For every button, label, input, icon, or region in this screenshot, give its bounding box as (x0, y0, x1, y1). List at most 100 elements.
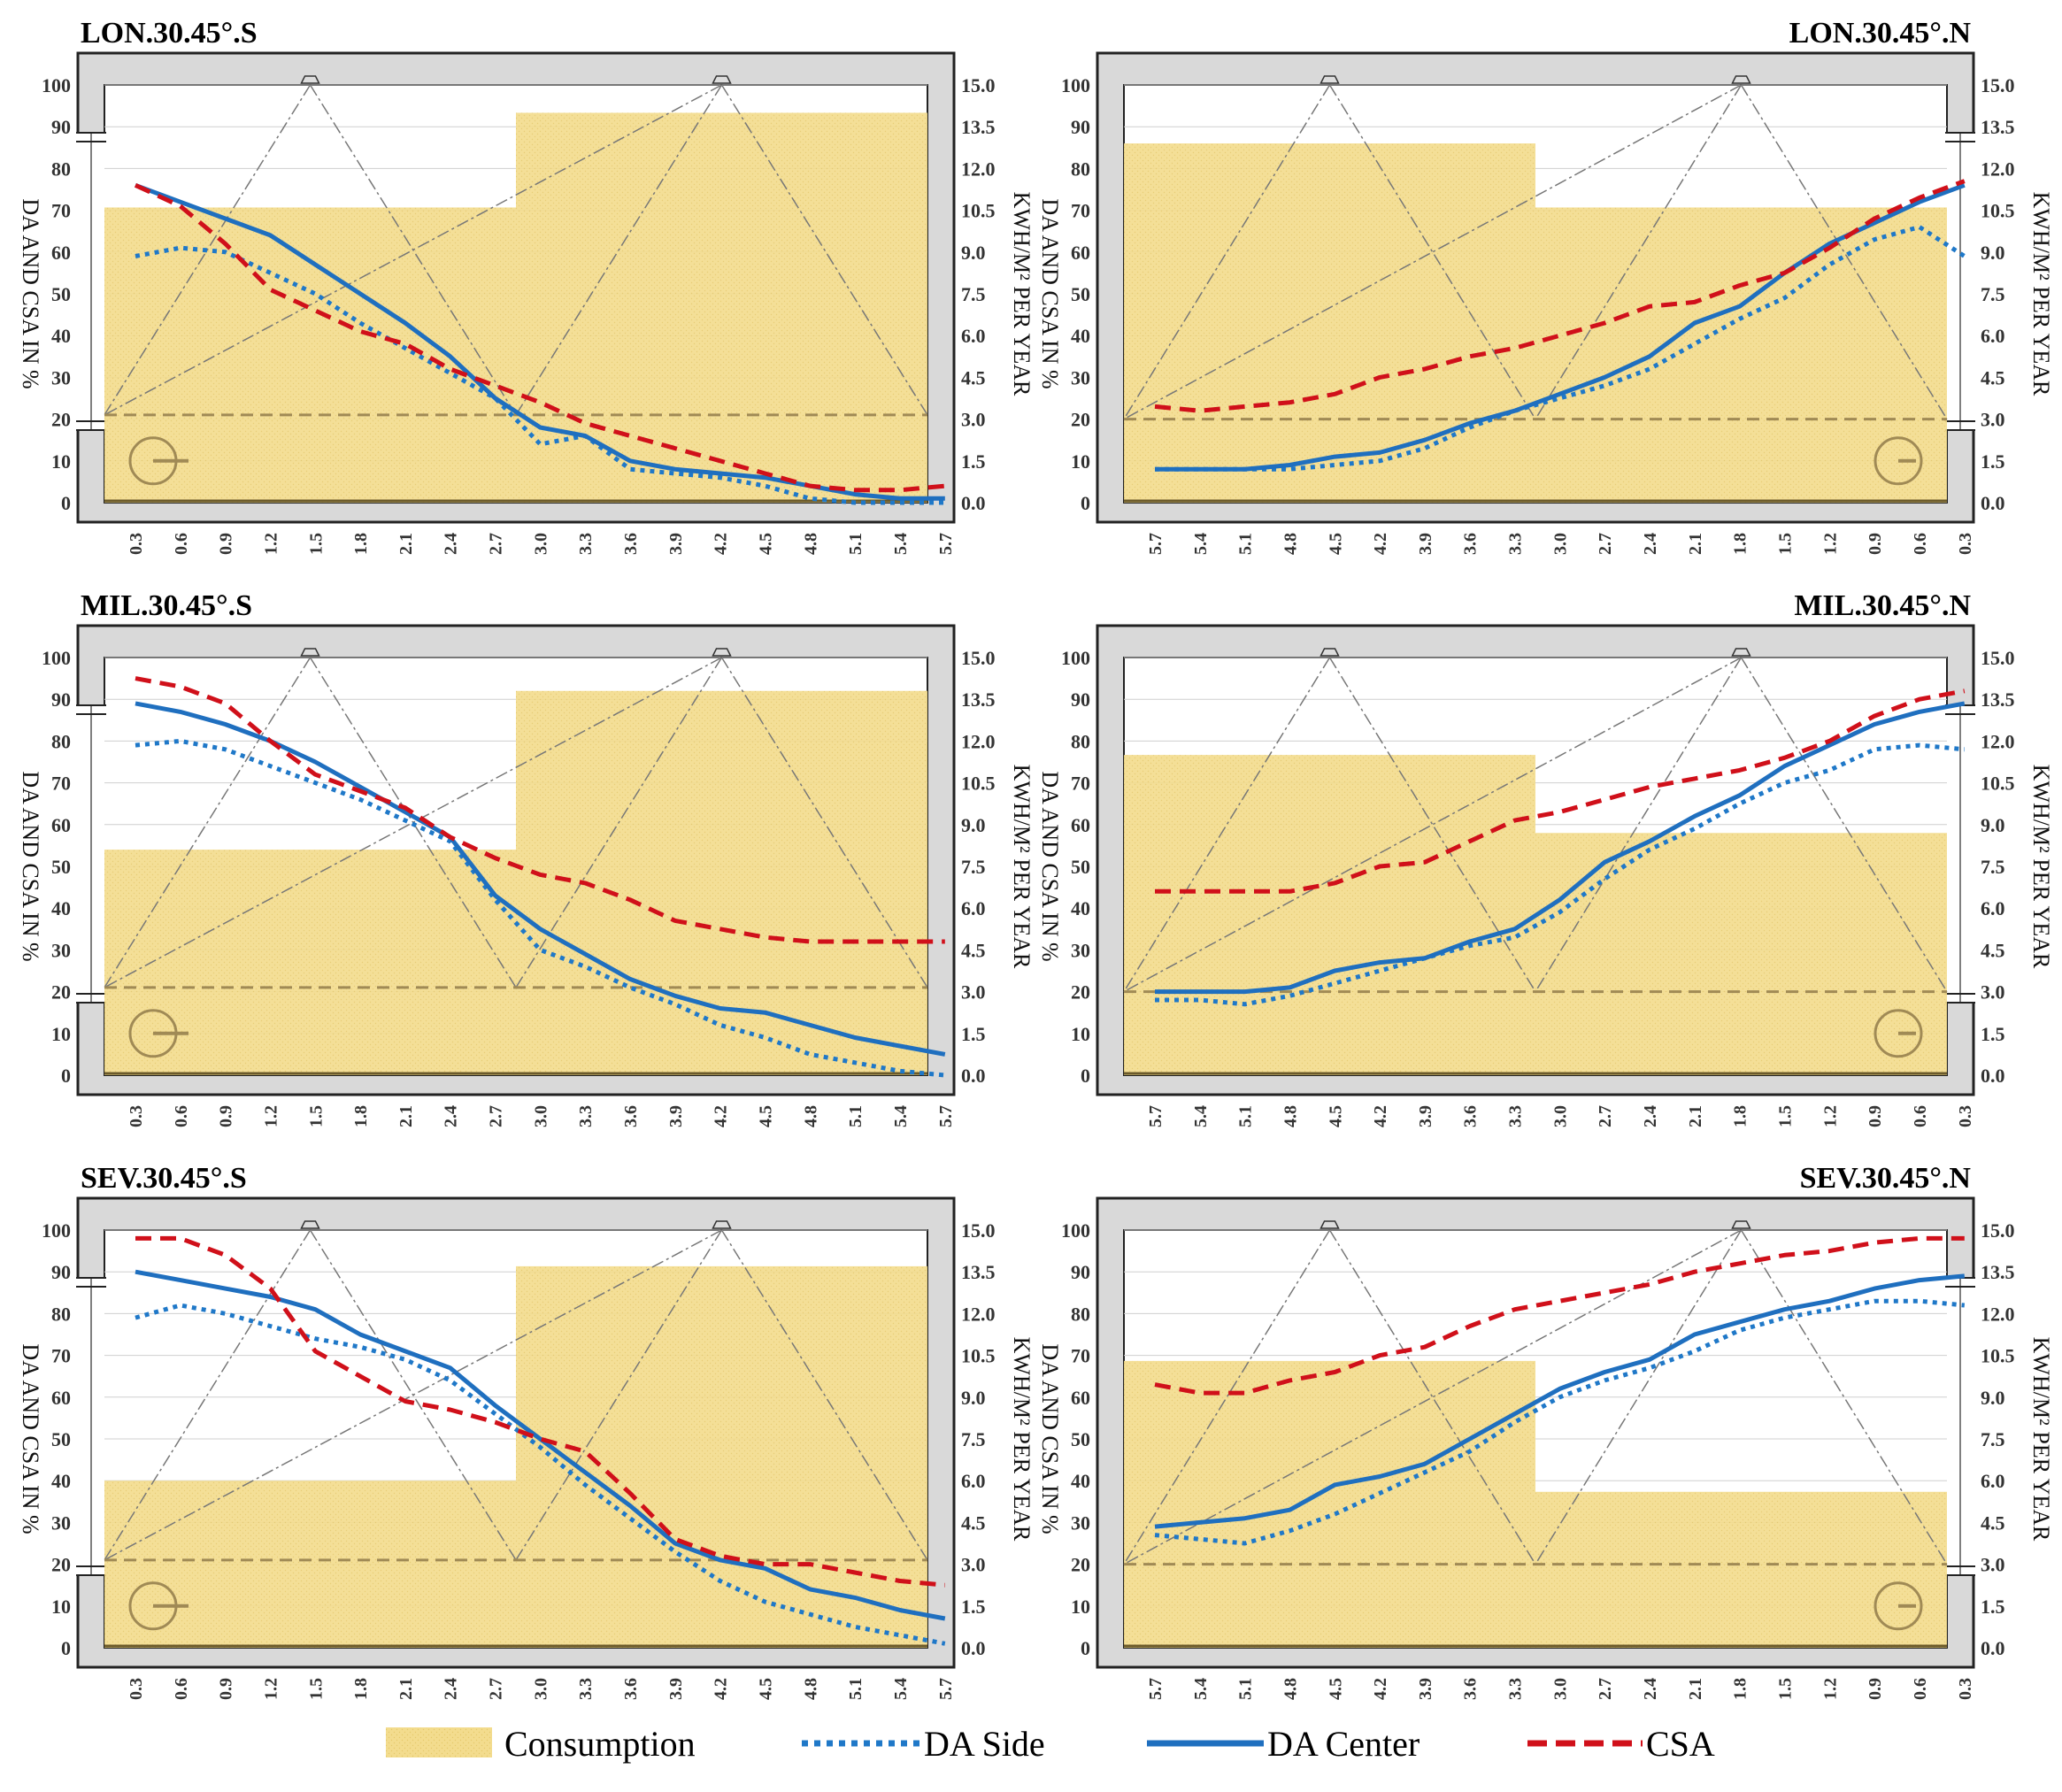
x-tick-label: 4.8 (1281, 1678, 1300, 1700)
light-cone-line (1740, 84, 1948, 419)
light-cone-line (104, 657, 312, 988)
consumption-bar-1 (1124, 755, 1535, 1075)
left-tick-label: 40 (51, 897, 71, 919)
x-tick-label: 3.3 (1506, 1678, 1526, 1700)
x-tick-label: 2.4 (442, 1678, 461, 1700)
left-axis-label: DA AND CSA IN % (1037, 198, 1063, 388)
right-tick-label: 1.5 (961, 1596, 986, 1618)
light-cone-line (104, 1229, 722, 1561)
consumption-bar-2 (1535, 1491, 1947, 1648)
panels-group: LON.30.45°.S01020304050607080901000.01.5… (18, 17, 2054, 1700)
ceiling-lamp-icon (712, 1220, 732, 1229)
right-tick-label: 7.5 (1981, 856, 2005, 878)
x-tick-label: 4.5 (1326, 533, 1345, 555)
series-csa (1154, 179, 1966, 413)
left-tick-label: 80 (51, 158, 71, 180)
left-tick-label: 50 (51, 856, 71, 878)
x-tick-label: 0.3 (127, 533, 146, 555)
x-tick-label: 3.0 (531, 1105, 550, 1127)
left-axis-label: DA AND CSA IN % (1037, 1343, 1063, 1534)
right-tick-label: 10.5 (1981, 200, 2015, 222)
left-tick-label: 40 (1071, 897, 1090, 919)
left-tick-label: 80 (51, 1303, 71, 1325)
left-tick-label: 90 (1071, 116, 1090, 138)
right-tick-label: 12.0 (961, 730, 996, 752)
orientation-icon (1873, 1581, 1923, 1631)
x-tick-label: 2.7 (1596, 533, 1615, 555)
x-tick-label: 3.9 (1416, 1678, 1435, 1700)
left-tick-label: 70 (1071, 773, 1090, 795)
x-tick-label: 4.2 (712, 533, 731, 555)
right-axis-label: KWH/M² PER YEAR (1009, 1337, 1035, 1542)
left-tick-label: 0 (61, 1637, 71, 1659)
x-tick-label: 1.5 (306, 533, 326, 555)
right-tick-label: 4.5 (961, 1511, 986, 1534)
right-axis-label: KWH/M² PER YEAR (2028, 1337, 2054, 1542)
ceiling-lamp-icon (1320, 75, 1340, 84)
panel-title: MIL.30.45°.N (1794, 589, 1971, 622)
x-tick-label: 5.4 (1191, 533, 1211, 555)
ceiling-lamp-icon (712, 75, 732, 84)
left-tick-label: 100 (1061, 74, 1090, 96)
light-cone-line (1123, 84, 1742, 420)
light-cone-line (104, 84, 722, 416)
right-tick-label: 4.5 (1981, 939, 2005, 961)
right-tick-label: 1.5 (961, 1023, 986, 1045)
light-cone-line (1328, 1229, 1536, 1565)
left-tick-label: 70 (1071, 200, 1090, 222)
left-tick-label: 10 (1071, 450, 1090, 473)
light-cone-line (1123, 657, 1742, 993)
x-tick-label: 3.6 (1461, 533, 1481, 555)
x-tick-label: 2.7 (487, 1678, 506, 1700)
right-tick-label: 3.0 (961, 1554, 986, 1576)
right-tick-label: 15.0 (1981, 647, 2015, 669)
x-tick-label: 3.9 (1416, 533, 1435, 555)
right-tick-label: 6.0 (1981, 325, 2005, 347)
x-tick-label: 4.2 (1371, 1678, 1390, 1700)
x-tick-label: 0.9 (217, 1678, 236, 1700)
right-tick-label: 0.0 (1981, 492, 2005, 514)
left-tick-label: 50 (1071, 1428, 1090, 1450)
x-tick-label: 3.3 (576, 1678, 596, 1700)
light-cone-line (515, 657, 723, 988)
x-tick-label: 2.1 (396, 1678, 416, 1700)
right-tick-label: 6.0 (961, 1470, 986, 1492)
right-tick-label: 15.0 (961, 74, 996, 96)
right-tick-label: 4.5 (961, 366, 986, 388)
left-tick-label: 100 (1061, 647, 1090, 669)
x-tick-label: 4.5 (756, 1105, 775, 1127)
right-tick-label: 12.0 (1981, 158, 2015, 180)
x-tick-label: 1.2 (1820, 1105, 1840, 1127)
right-tick-label: 15.0 (1981, 74, 2015, 96)
left-tick-label: 90 (51, 116, 71, 138)
left-axis-label: DA AND CSA IN % (18, 198, 43, 388)
left-tick-label: 10 (51, 1596, 71, 1618)
right-tick-label: 1.5 (961, 450, 986, 473)
x-tick-label: 2.7 (487, 533, 506, 555)
left-tick-label: 100 (1061, 1219, 1090, 1242)
left-tick-label: 70 (1071, 1345, 1090, 1367)
series-csa (135, 676, 945, 944)
series-csa (134, 183, 946, 493)
right-tick-label: 6.0 (1981, 897, 2005, 919)
right-axis-label: KWH/M² PER YEAR (2028, 192, 2054, 396)
left-tick-label: 40 (51, 325, 71, 347)
x-tick-label: 3.0 (531, 1678, 550, 1700)
x-tick-label: 1.8 (351, 533, 371, 555)
x-tick-label: 5.7 (1146, 1105, 1166, 1127)
legend-consumption-swatch (386, 1727, 492, 1757)
right-tick-label: 3.0 (1981, 981, 2005, 1004)
x-tick-label: 5.4 (1191, 1105, 1211, 1127)
right-tick-label: 7.5 (961, 856, 986, 878)
right-axis-label: KWH/M² PER YEAR (1009, 192, 1035, 396)
consumption-bar-1 (104, 850, 516, 1075)
right-tick-label: 13.5 (961, 1261, 996, 1283)
left-tick-label: 60 (1071, 1387, 1090, 1409)
x-tick-label: 5.1 (846, 1678, 866, 1700)
x-tick-label: 5.4 (891, 1105, 911, 1127)
left-tick-label: 0 (61, 492, 71, 514)
right-tick-label: 1.5 (1981, 450, 2005, 473)
left-tick-label: 20 (51, 409, 71, 431)
x-tick-label: 3.0 (531, 533, 550, 555)
x-tick-label: 1.5 (1775, 1105, 1795, 1127)
